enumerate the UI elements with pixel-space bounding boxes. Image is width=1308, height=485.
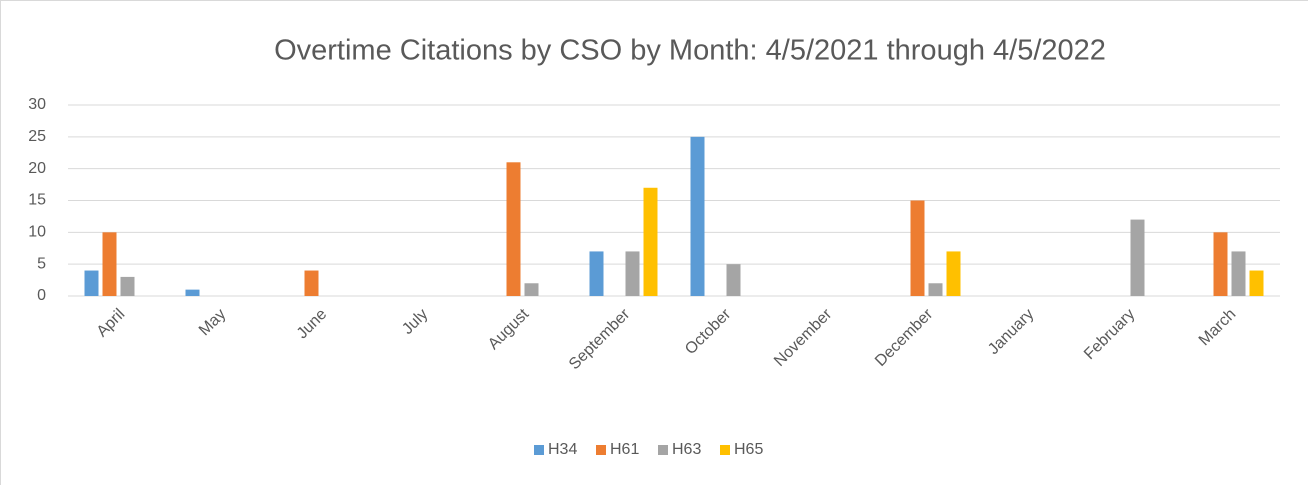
bar [589, 251, 604, 296]
y-tick-label: 10 [28, 224, 46, 241]
y-tick-label: 0 [37, 287, 46, 304]
legend-swatch [720, 445, 730, 455]
legend-label: H63 [672, 441, 701, 458]
bar [102, 232, 117, 296]
bar [928, 283, 943, 296]
bar [910, 200, 925, 296]
bar [120, 276, 135, 296]
bar [643, 187, 658, 296]
bar [946, 251, 961, 296]
bar [1231, 251, 1246, 296]
legend-label: H61 [610, 441, 639, 458]
y-tick-label: 5 [37, 255, 46, 272]
y-tick-label: 15 [28, 192, 46, 209]
bar [1130, 219, 1145, 296]
bar [185, 289, 200, 296]
legend-label: H34 [548, 441, 577, 458]
bar [625, 251, 640, 296]
legend-swatch [534, 445, 544, 455]
bar [726, 264, 741, 296]
bar [506, 162, 521, 296]
y-tick-label: 25 [28, 128, 46, 145]
y-tick-label: 20 [28, 160, 46, 177]
bar [524, 283, 539, 296]
legend-swatch [596, 445, 606, 455]
legend-label: H65 [734, 441, 763, 458]
bar [1213, 232, 1228, 296]
bar [304, 270, 319, 296]
chart-title: Overtime Citations by CSO by Month: 4/5/… [274, 35, 1106, 67]
bar [1249, 270, 1264, 296]
bar [84, 270, 99, 296]
y-tick-label: 30 [28, 96, 46, 113]
legend-swatch [658, 445, 668, 455]
bar [690, 136, 705, 296]
